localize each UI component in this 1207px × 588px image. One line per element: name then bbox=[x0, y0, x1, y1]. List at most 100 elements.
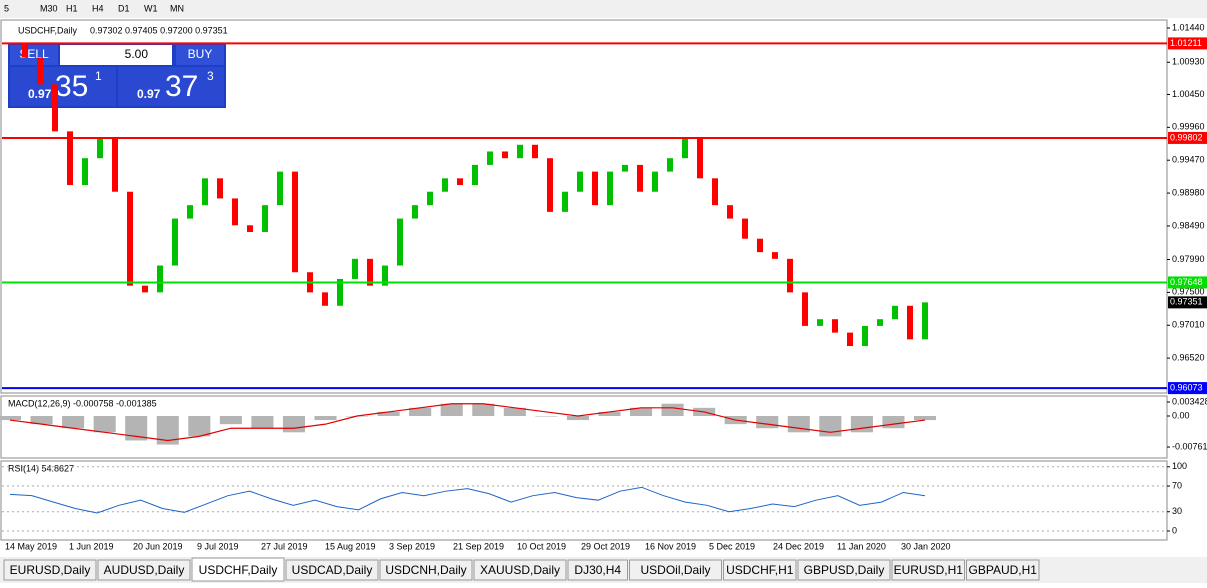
timeframe-button[interactable]: 5 bbox=[4, 3, 9, 13]
macd-bar bbox=[62, 415, 85, 429]
ask-big: 37 bbox=[165, 70, 198, 103]
macd-bar bbox=[472, 403, 495, 416]
x-tick-label: 9 Jul 2019 bbox=[197, 541, 239, 551]
tab-label: EURUSD,H1 bbox=[894, 563, 964, 577]
macd-bar bbox=[787, 415, 810, 433]
timeframe-button[interactable]: H4 bbox=[92, 3, 104, 13]
candle bbox=[22, 44, 28, 58]
candle bbox=[457, 178, 463, 186]
level-label: 0.96073 bbox=[1170, 382, 1203, 392]
macd-bar bbox=[125, 415, 148, 441]
timeframe-button[interactable]: D1 bbox=[118, 3, 130, 13]
tab[interactable] bbox=[97, 559, 191, 581]
macd-bar bbox=[377, 411, 400, 416]
candle bbox=[757, 238, 763, 253]
current-price-bg bbox=[1168, 296, 1207, 309]
level-label-bg bbox=[1168, 276, 1207, 289]
x-tick-label: 20 Jun 2019 bbox=[133, 541, 183, 551]
macd-bar bbox=[756, 415, 779, 429]
y-tick-label: 0.97500 bbox=[1172, 287, 1205, 297]
candle bbox=[562, 191, 568, 212]
candle bbox=[157, 265, 163, 293]
tab[interactable] bbox=[473, 559, 567, 581]
candle bbox=[697, 138, 703, 179]
volume-input[interactable] bbox=[60, 45, 172, 65]
candle bbox=[262, 205, 268, 232]
candle bbox=[97, 138, 103, 159]
tab-label: USDCNH,Daily bbox=[385, 563, 466, 577]
y-tick-label: 100 bbox=[1172, 461, 1187, 471]
ohlc: 0.97302 0.97405 0.97200 0.97351 bbox=[90, 25, 228, 35]
tab[interactable] bbox=[191, 557, 285, 582]
macd-bar bbox=[535, 415, 558, 417]
y-tick-label: 0.00 bbox=[1172, 410, 1190, 420]
level-label-bg bbox=[1168, 37, 1207, 50]
tab[interactable] bbox=[966, 559, 1040, 581]
candle bbox=[862, 325, 868, 347]
macd-bar bbox=[156, 415, 179, 445]
candle bbox=[817, 319, 823, 326]
ask-box[interactable] bbox=[118, 67, 224, 106]
y-tick-label: 0.98980 bbox=[1172, 187, 1205, 197]
y-tick-label: 0.99470 bbox=[1172, 155, 1205, 165]
tab-label: GBPAUD,H1 bbox=[969, 563, 1038, 577]
toolbar bbox=[0, 0, 1207, 18]
rsi-title: RSI(14) 54.8627 bbox=[8, 463, 74, 473]
candle bbox=[712, 178, 718, 206]
y-tick-label: 30 bbox=[1172, 506, 1182, 516]
x-tick-label: 15 Aug 2019 bbox=[325, 541, 376, 551]
main-panel bbox=[0, 19, 1168, 394]
macd-bar bbox=[282, 415, 306, 433]
buy-button[interactable] bbox=[176, 45, 224, 65]
tab[interactable] bbox=[797, 559, 891, 581]
candle bbox=[622, 164, 628, 172]
rsi-panel bbox=[0, 460, 1168, 541]
macd-bar bbox=[850, 415, 873, 433]
tab[interactable] bbox=[891, 559, 965, 581]
timeframe-button[interactable]: MN bbox=[170, 3, 184, 13]
bid-box[interactable] bbox=[10, 67, 116, 106]
tab[interactable] bbox=[285, 559, 379, 581]
volume: 5.00 bbox=[125, 47, 149, 61]
level-label: 0.99802 bbox=[1170, 132, 1203, 142]
tab[interactable] bbox=[629, 559, 722, 581]
candle bbox=[187, 205, 193, 219]
candle bbox=[892, 305, 898, 320]
macd-bar bbox=[409, 407, 432, 416]
x-tick-label: 10 Oct 2019 bbox=[517, 541, 566, 551]
tab-label: USDOil,Daily bbox=[640, 563, 710, 577]
level-label: 1.01211 bbox=[1170, 38, 1202, 48]
y-tick-label: 1.00450 bbox=[1172, 89, 1205, 99]
tab[interactable] bbox=[379, 559, 473, 581]
tab[interactable] bbox=[567, 559, 628, 581]
x-tick-label: 3 Sep 2019 bbox=[389, 541, 435, 551]
x-tick-label: 11 Jan 2020 bbox=[837, 541, 886, 551]
candle bbox=[412, 205, 418, 219]
bid-prefix: 0.97 bbox=[28, 87, 52, 101]
timeframe-button[interactable]: W1 bbox=[144, 3, 158, 13]
candle bbox=[172, 218, 178, 266]
macd-bar bbox=[251, 415, 274, 429]
macd-bar bbox=[188, 415, 211, 437]
candle bbox=[682, 138, 688, 159]
level-label: 0.97648 bbox=[1170, 277, 1203, 287]
candle bbox=[277, 171, 283, 206]
bid-big: 35 bbox=[55, 70, 88, 103]
timeframe-button[interactable]: M30 bbox=[40, 3, 58, 13]
tab-label: USDCAD,Daily bbox=[292, 563, 373, 577]
macd-bar bbox=[0, 415, 22, 421]
tab[interactable] bbox=[723, 559, 797, 581]
timeframe-button[interactable]: H1 bbox=[66, 3, 78, 13]
candle bbox=[82, 158, 88, 186]
x-tick-label: 29 Oct 2019 bbox=[581, 541, 630, 551]
macd-bar bbox=[314, 415, 337, 421]
candle bbox=[127, 191, 133, 286]
candle bbox=[577, 171, 583, 192]
candle bbox=[592, 171, 598, 206]
macd-bar bbox=[661, 403, 684, 416]
macd-bar bbox=[882, 415, 905, 429]
tab[interactable] bbox=[3, 559, 97, 581]
candle bbox=[202, 178, 208, 206]
macd-bar bbox=[566, 415, 589, 421]
